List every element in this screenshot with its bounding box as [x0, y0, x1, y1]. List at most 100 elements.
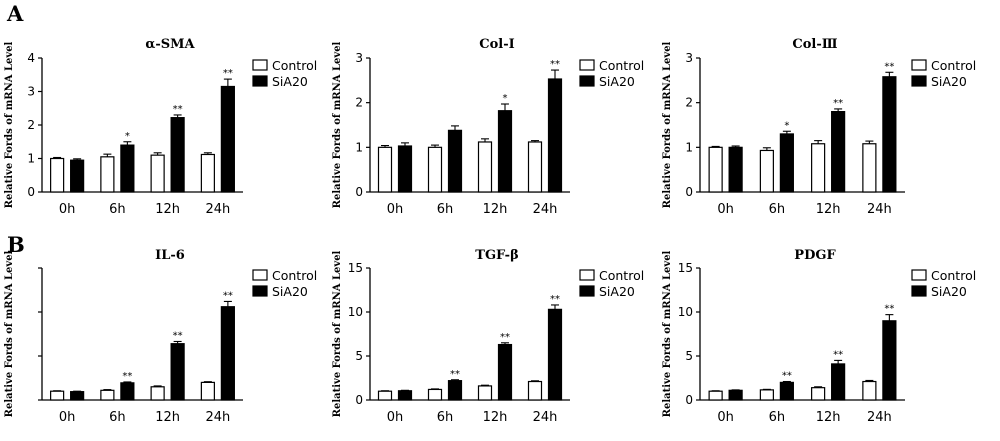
significance-marker: **: [450, 369, 460, 380]
y-tick-label: 3: [27, 85, 35, 99]
bar-sia20-6h: [120, 382, 135, 401]
significance-marker: **: [884, 304, 894, 315]
bar-sia20-6h: [447, 380, 463, 401]
bar-sia20-6h: [779, 133, 794, 193]
bar-control-12h: [477, 141, 493, 193]
significance-marker: **: [122, 371, 132, 382]
x-tick-label: 24h: [205, 410, 230, 425]
x-tick-label: 24h: [867, 202, 892, 217]
chart-2: Col-Ⅲ Relative Fords of mRNA Level 0 1 2 3 0h *…: [662, 37, 976, 217]
bar-sia20-24h: [547, 308, 563, 401]
x-tick-label: 0h: [387, 202, 404, 217]
y-axis-label: Relative Fords of mRNA Level: [332, 41, 343, 208]
bar-control-6h: [100, 389, 115, 401]
bar-sia20-6h: [447, 129, 463, 193]
y-tick-label: 2: [355, 96, 363, 110]
significance-marker: **: [833, 98, 843, 109]
chart-title: Col-I: [479, 37, 514, 52]
bar-sia20-6h: [120, 144, 135, 193]
bar-control-24h: [527, 141, 543, 193]
bar-control-12h: [477, 385, 493, 401]
bar-sia20-0h: [70, 391, 85, 401]
y-axis-label: Relative Fords of mRNA Level: [662, 250, 673, 417]
chart-title: PDGF: [794, 248, 836, 263]
y-axis-label: Relative Fords of mRNA Level: [332, 250, 343, 417]
legend-swatch-sia20: [911, 75, 927, 87]
y-tick-label: 0: [27, 185, 35, 199]
bar-sia20-6h: [779, 381, 794, 401]
y-tick-label: 1: [27, 152, 35, 166]
chart-title: α-SMA: [145, 37, 195, 52]
chart-0: α-SMA Relative Fords of mRNA Level 0 1 2 3 4 0h…: [4, 37, 317, 217]
legend-label-control: Control: [599, 268, 644, 283]
chart-5: PDGF Relative Fords of mRNA Level 0 5 10 15 0h…: [662, 248, 976, 425]
bar-control-24h: [862, 143, 877, 193]
bar-control-24h: [862, 380, 877, 401]
legend-swatch-control: [252, 269, 268, 281]
bar-control-6h: [759, 389, 774, 401]
significance-marker: **: [550, 294, 560, 305]
x-tick-label: 24h: [867, 410, 892, 425]
y-tick-label: 15: [348, 261, 363, 275]
bar-sia20-0h: [70, 159, 85, 193]
y-tick-label: 4: [27, 51, 35, 65]
x-tick-label: 0h: [717, 410, 734, 425]
legend-label-control: Control: [931, 268, 976, 283]
legend-swatch-control: [911, 269, 927, 281]
legend-swatch-control: [252, 59, 268, 71]
legend-swatch-sia20: [252, 75, 268, 87]
bar-control-24h: [527, 380, 543, 401]
legend-swatch-sia20: [579, 75, 595, 87]
y-axis-label: Relative Fords of mRNA Level: [662, 41, 673, 208]
y-tick-label: 10: [678, 305, 693, 319]
bar-control-6h: [759, 149, 774, 193]
bar-sia20-0h: [728, 146, 743, 193]
bar-sia20-0h: [728, 389, 743, 401]
y-axis-label: Relative Fords of mRNA Level: [4, 250, 15, 417]
x-tick-label: 6h: [769, 202, 786, 217]
legend-label-control: Control: [931, 58, 976, 73]
bar-sia20-24h: [882, 320, 897, 401]
x-tick-label: 6h: [769, 410, 786, 425]
bar-control-0h: [50, 157, 65, 193]
legend-label-control: Control: [272, 58, 317, 73]
bar-sia20-24h: [882, 76, 897, 193]
x-tick-label: 6h: [109, 410, 126, 425]
y-tick-label: 2: [27, 118, 35, 132]
x-tick-label: 12h: [155, 202, 180, 217]
y-tick-label: 3: [355, 51, 363, 65]
bar-sia20-12h: [170, 117, 185, 193]
significance-marker: *: [503, 93, 508, 104]
bar-control-0h: [708, 146, 723, 193]
x-tick-label: 12h: [483, 410, 508, 425]
bar-control-0h: [50, 390, 65, 401]
bar-sia20-24h: [220, 306, 235, 401]
y-tick-label: 1: [355, 140, 363, 154]
bar-control-6h: [427, 388, 443, 401]
y-tick-label: 0: [355, 185, 363, 199]
x-tick-label: 12h: [816, 202, 841, 217]
significance-marker: *: [125, 131, 130, 142]
x-tick-label: 0h: [387, 410, 404, 425]
bar-control-0h: [708, 390, 723, 401]
x-tick-label: 6h: [437, 202, 454, 217]
legend-label-sia20: SiA20: [272, 74, 308, 89]
legend-swatch-sia20: [911, 285, 927, 297]
significance-marker: **: [223, 290, 233, 301]
x-tick-label: 24h: [205, 202, 230, 217]
x-tick-label: 6h: [109, 202, 126, 217]
y-tick-label: 3: [685, 51, 693, 65]
y-tick-label: 10: [348, 305, 363, 319]
bar-control-12h: [811, 143, 826, 193]
x-tick-label: 24h: [533, 410, 558, 425]
bar-sia20-24h: [220, 85, 235, 193]
legend-label-control: Control: [272, 268, 317, 283]
chart-title: TGF-β: [475, 248, 518, 263]
legend-swatch-sia20: [252, 285, 268, 297]
bar-control-6h: [100, 156, 115, 193]
legend-label-sia20: SiA20: [931, 284, 967, 299]
bar-control-12h: [150, 386, 165, 401]
bar-sia20-0h: [397, 390, 413, 401]
chart-4: TGF-β Relative Fords of mRNA Level 0 5 10 15 0…: [332, 248, 644, 425]
